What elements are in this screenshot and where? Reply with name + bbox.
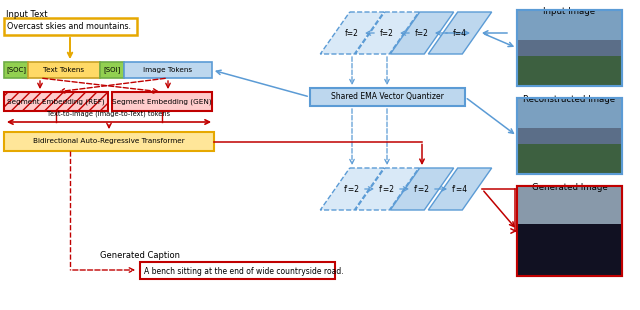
Bar [4,132,214,151]
Text: A bench sitting at the end of wide countryside road.: A bench sitting at the end of wide count… [144,267,344,276]
Text: Image Tokens: Image Tokens [143,67,193,73]
Bar [518,40,621,58]
Bar [518,144,621,173]
Polygon shape [390,168,454,210]
Bar [517,98,622,174]
Bar [517,186,622,276]
Text: [SOC]: [SOC] [6,67,26,73]
Bar [518,187,621,227]
Text: f=4: f=4 [453,29,467,38]
Polygon shape [320,12,384,54]
Text: Segment Embedding (GEN): Segment Embedding (GEN) [112,98,212,105]
Bar [310,88,465,106]
Bar [140,262,335,279]
Polygon shape [428,12,492,54]
Text: f=2: f=2 [380,29,394,38]
Bar [4,62,28,78]
Bar [518,128,621,146]
Text: Bidirectional Auto-Regressive Transformer: Bidirectional Auto-Regressive Transforme… [33,139,185,144]
Text: Shared EMA Vector Quantizer: Shared EMA Vector Quantizer [331,92,444,101]
Polygon shape [390,12,454,54]
Text: f'=2: f'=2 [344,184,360,193]
Bar [112,92,212,111]
Bar [518,224,621,275]
Polygon shape [428,168,492,210]
Text: Input Text: Input Text [6,10,47,19]
Text: Generated Image: Generated Image [532,183,607,192]
Text: f'=4: f'=4 [452,184,468,193]
Bar [124,62,212,78]
Text: Overcast skies and mountains.: Overcast skies and mountains. [7,22,131,31]
Text: Reconstructed Image: Reconstructed Image [524,95,616,104]
Text: Text Tokens: Text Tokens [44,67,84,73]
Bar [4,92,108,111]
Bar [517,186,622,276]
Bar [517,10,622,86]
Bar [100,62,124,78]
Bar [518,11,621,43]
Bar [517,10,622,86]
Bar [28,62,100,78]
Bar [4,18,137,35]
Text: f=2: f=2 [345,29,359,38]
Text: [SOI]: [SOI] [104,67,120,73]
Polygon shape [320,168,384,210]
Bar [517,98,622,174]
Text: f'=2: f'=2 [379,184,395,193]
Polygon shape [355,12,419,54]
Text: Text-to-Image (Image-to-Text) tokens: Text-to-Image (Image-to-Text) tokens [47,110,171,117]
Bar [518,99,621,131]
Text: f'=2: f'=2 [414,184,430,193]
Text: Generated Caption: Generated Caption [100,251,180,260]
Text: f=2: f=2 [415,29,429,38]
Bar [518,56,621,85]
Polygon shape [355,168,419,210]
Text: Segment Embedding (REF): Segment Embedding (REF) [7,98,105,105]
Text: Input Image: Input Image [543,7,596,16]
